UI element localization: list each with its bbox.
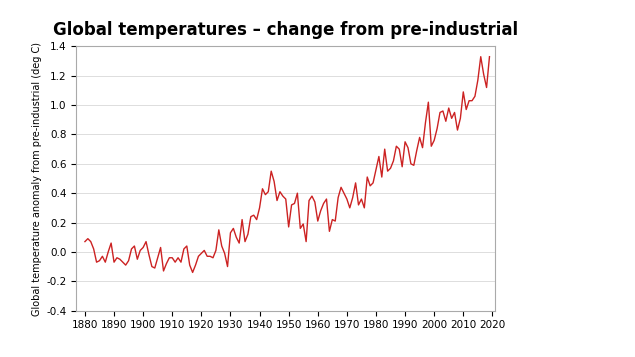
Title: Global temperatures – change from pre-industrial: Global temperatures – change from pre-in… — [53, 21, 518, 39]
Y-axis label: Global temperature anomaly from pre-industrial (deg C): Global temperature anomaly from pre-indu… — [32, 41, 42, 316]
